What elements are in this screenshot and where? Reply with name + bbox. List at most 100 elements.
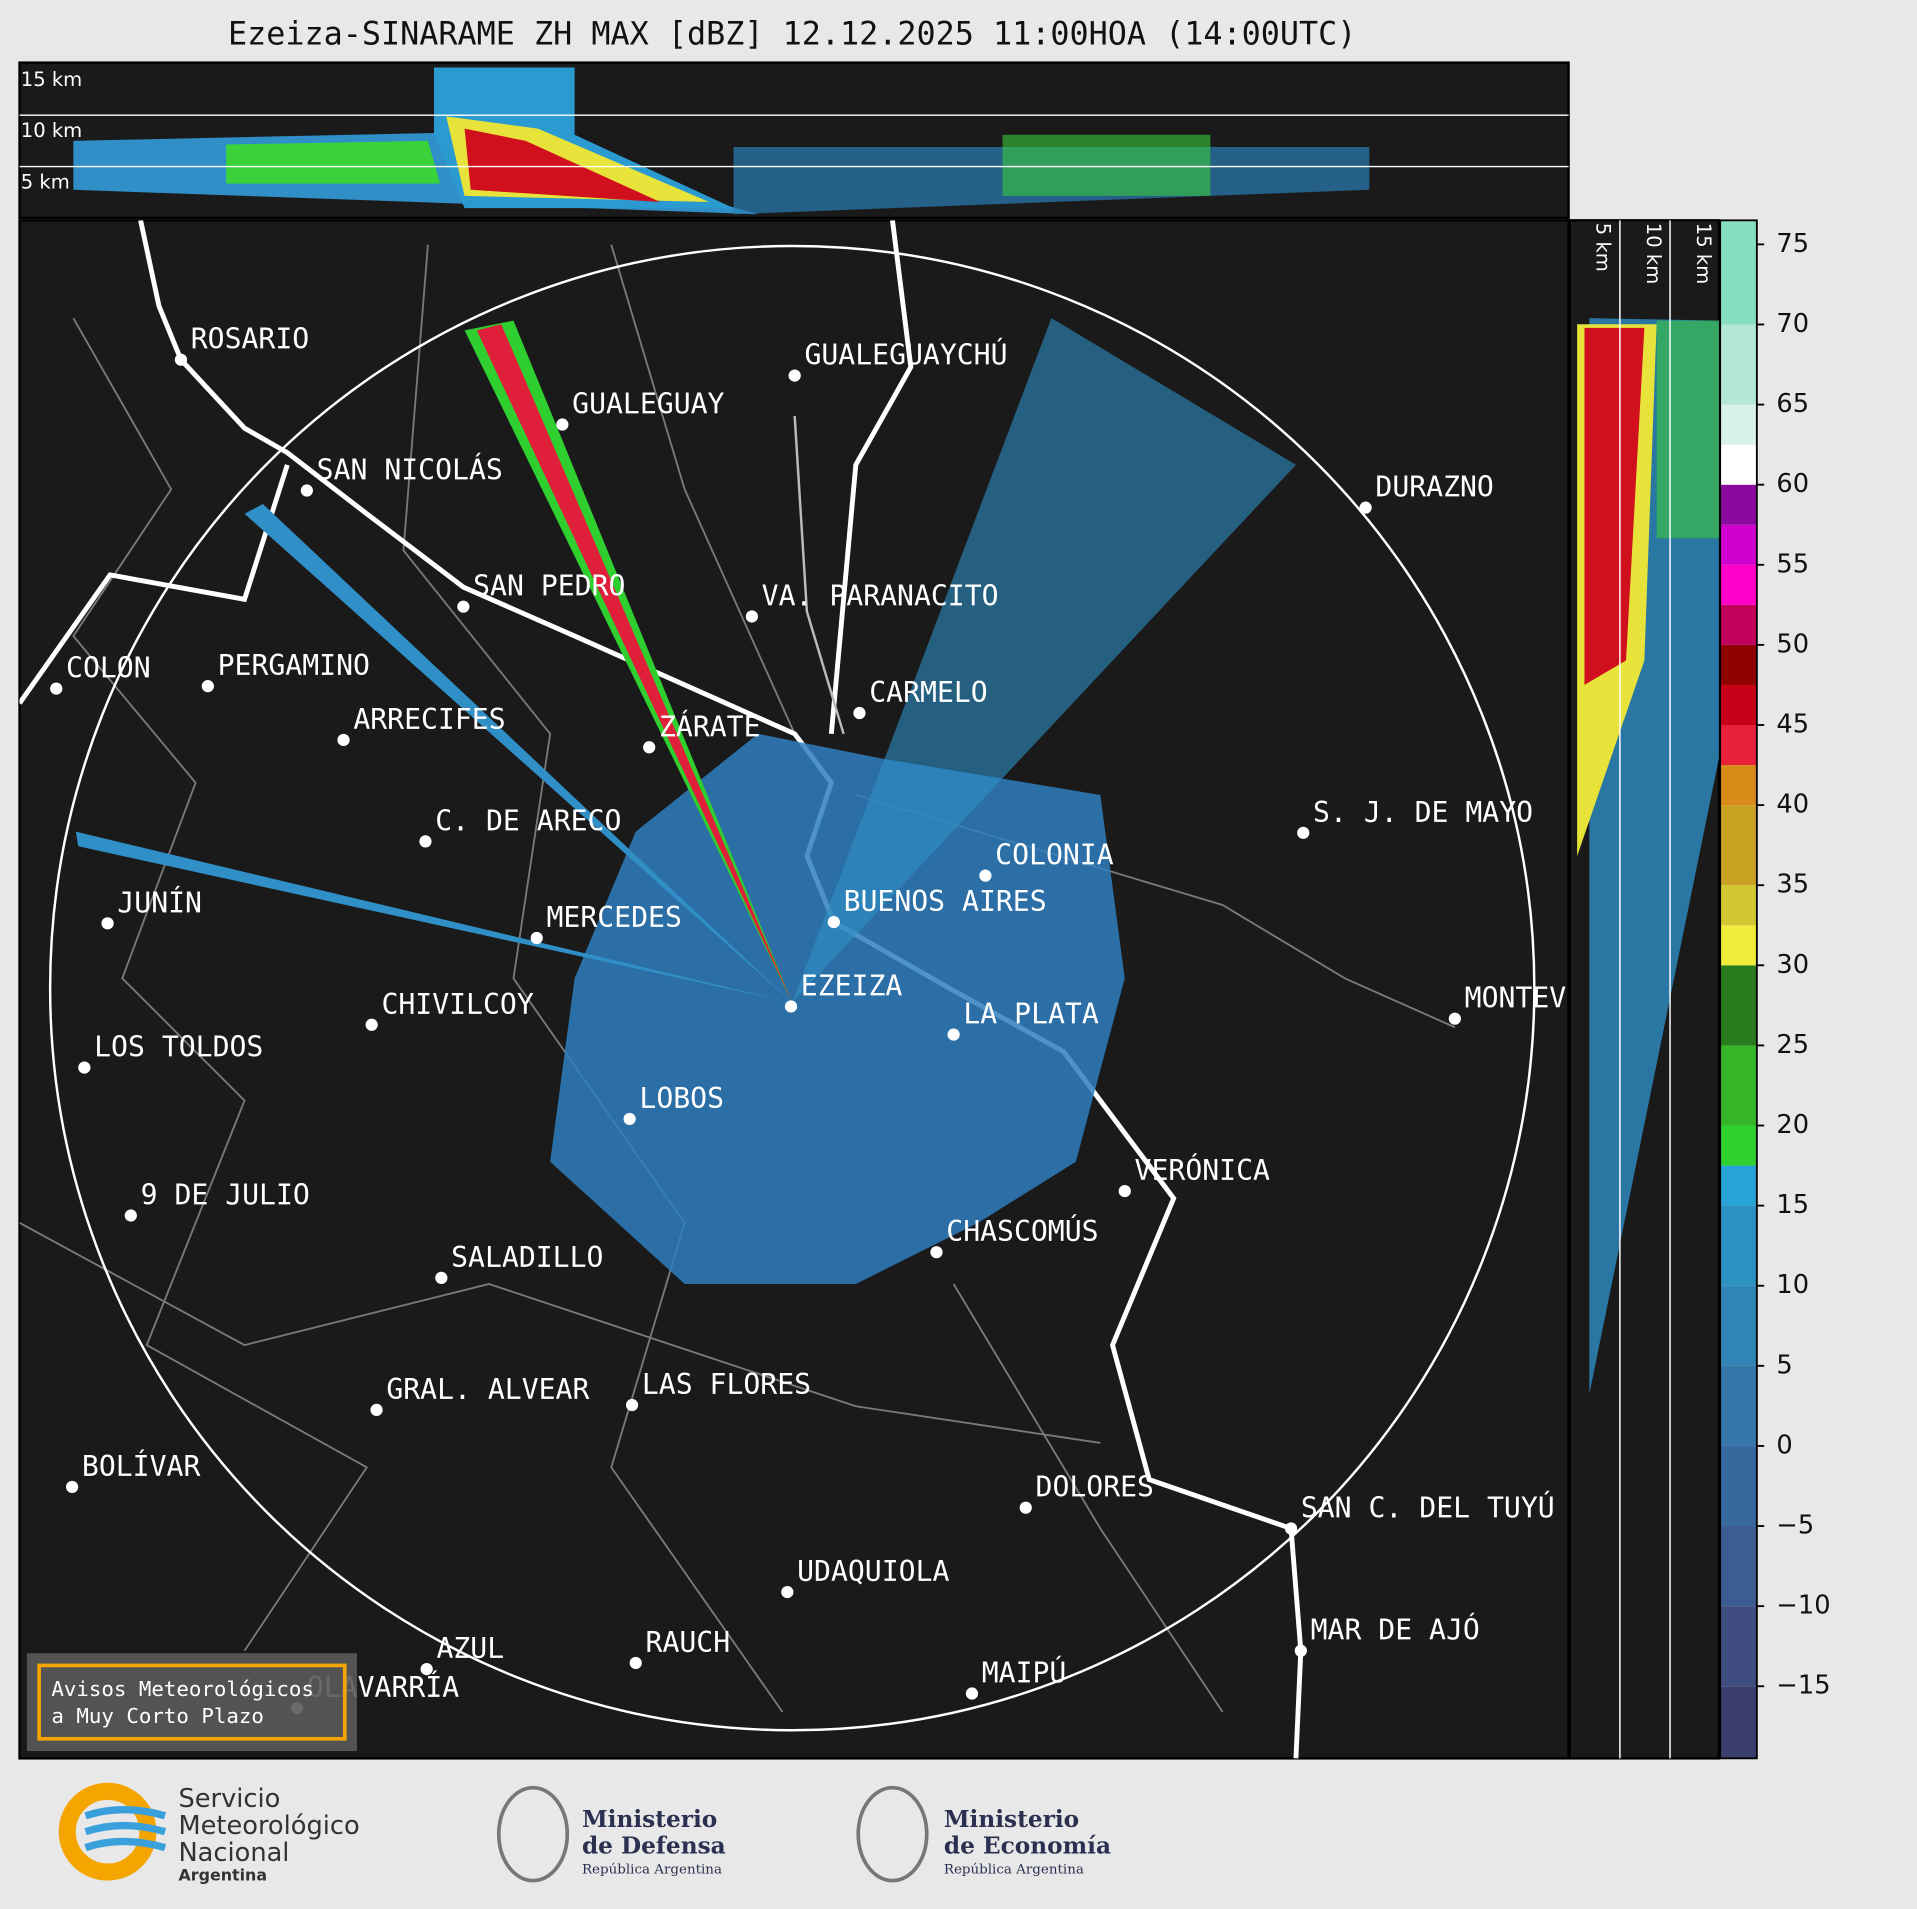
city-dot <box>745 610 758 623</box>
colorbar-band <box>1720 1205 1757 1286</box>
colorbar-band <box>1720 765 1757 806</box>
city-dot <box>623 1112 636 1126</box>
colorbar-band <box>1720 404 1757 445</box>
city-label: DURAZNO <box>1375 471 1493 504</box>
city-dot <box>337 733 350 747</box>
height-label: 5 km <box>21 171 70 194</box>
colorbar-band <box>1720 1125 1757 1166</box>
height-label: 10 km <box>21 119 82 142</box>
city-label: LOS TOLDOS <box>94 1031 263 1064</box>
city-label: VA. PARANACITO <box>762 579 999 612</box>
colorbar-band <box>1720 925 1757 966</box>
city-label: SAN C. DEL TUYÚ <box>1301 1490 1555 1524</box>
colorbar-band <box>1720 524 1757 565</box>
city-dot <box>420 1662 433 1676</box>
city-dot <box>174 353 188 366</box>
city-label: 9 DE JULIO <box>141 1179 310 1212</box>
colorbar-band <box>1720 564 1757 605</box>
colorbar-tick-label: 15 <box>1776 1190 1809 1220</box>
top-echoes <box>73 67 1370 215</box>
city-label: EZEIZA <box>801 969 903 1002</box>
city-label: CHIVILCOY <box>381 988 533 1021</box>
city-label: MAIPÚ <box>982 1656 1067 1690</box>
city-dot <box>1284 1522 1298 1535</box>
colorbar-tick-label: −5 <box>1776 1511 1814 1541</box>
city-label: SALADILLO <box>451 1241 603 1274</box>
colorbar-band <box>1720 220 1757 325</box>
city-dot <box>419 835 432 848</box>
city-label: MAR DE AJÓ <box>1311 1613 1480 1647</box>
city-dot <box>101 917 114 930</box>
range-ring <box>48 244 1536 1732</box>
colorbar-tick-label: −10 <box>1776 1591 1830 1621</box>
city-dot <box>78 1061 91 1074</box>
colorbar-frame <box>1719 219 1758 1760</box>
height-label: 15 km <box>1692 223 1715 284</box>
city-label: VERÓNICA <box>1135 1153 1270 1187</box>
colorbar-band <box>1720 604 1757 645</box>
city-label: BUENOS AIRES <box>844 885 1047 918</box>
city-dot <box>781 1585 794 1599</box>
city-dot <box>1448 1012 1461 1025</box>
title: Ezeiza-SINARAME ZH MAX [dBZ] 12.12.2025 … <box>228 16 1356 52</box>
city-dot <box>370 1403 383 1417</box>
footer-text: Argentina <box>178 1866 267 1885</box>
city-label: COLON <box>66 652 151 685</box>
colorbar-band <box>1720 1686 1757 1759</box>
city-label: SAN NICOLÁS <box>317 453 503 487</box>
city-label: SAN PEDRO <box>473 570 625 603</box>
city-dot <box>930 1246 943 1259</box>
city-dot <box>124 1209 137 1222</box>
city-dot <box>66 1480 79 1494</box>
colorbar-tick-label: 40 <box>1776 790 1809 820</box>
city-dot <box>788 369 801 382</box>
city-label: UDAQUIOLA <box>797 1555 949 1588</box>
footer-text: Ministerio <box>582 1806 717 1833</box>
city-dot <box>50 682 63 695</box>
height-label: 15 km <box>21 68 82 91</box>
city-label: MONTEV <box>1465 982 1567 1015</box>
colorbar-tick-label: 45 <box>1776 709 1809 739</box>
city-label: MERCEDES <box>546 901 681 934</box>
shield <box>496 1785 570 1883</box>
footer-text: de Defensa <box>582 1833 726 1860</box>
city-dot <box>457 600 470 613</box>
height-label: 10 km <box>1642 223 1665 284</box>
colorbar-tick-label: 55 <box>1776 549 1809 579</box>
city-label: CARMELO <box>869 676 987 709</box>
city-label: COLONIA <box>995 839 1114 872</box>
colorbar-tick-label: 30 <box>1776 950 1809 980</box>
colorbar-band <box>1720 644 1757 685</box>
colorbar-band <box>1720 684 1757 725</box>
footer: Servicio Meteorológico Nacional Argentin… <box>58 1782 1111 1885</box>
colorbar-band <box>1720 805 1757 886</box>
colorbar-tick-label: 25 <box>1776 1030 1809 1060</box>
colorbar-tick-label: 65 <box>1776 389 1809 419</box>
colorbar-band <box>1720 1365 1757 1446</box>
city-dot <box>853 706 866 720</box>
city-label: ZÁRATE <box>659 709 761 743</box>
city-label: C. DE ARECO <box>435 804 621 837</box>
smn-logo <box>58 1782 157 1881</box>
colorbar-band <box>1720 324 1757 405</box>
warning-text: a Muy Corto Plazo <box>51 1704 264 1728</box>
colorbar-band <box>1720 1285 1757 1366</box>
city-dot <box>556 418 569 431</box>
city-dot <box>1359 501 1372 514</box>
colorbar-tick-label: 0 <box>1776 1430 1792 1460</box>
colorbar-tick-label: 10 <box>1776 1270 1809 1300</box>
city-label: PERGAMINO <box>218 649 370 682</box>
footer-text: Servicio <box>178 1784 280 1814</box>
city-dot <box>201 680 214 693</box>
city-label: GUALEGUAYCHÚ <box>804 338 1007 372</box>
city-layer: ROSARIO GUALEGUAYCHÚ GUALEGUAY SAN NICOLÁS D… <box>50 323 1566 1715</box>
city-label: GUALEGUAY <box>572 388 724 421</box>
city-dot <box>300 484 313 497</box>
city-dot <box>1019 1501 1032 1514</box>
city-label: RAUCH <box>646 1626 731 1659</box>
city-label: DOLORES <box>1036 1471 1154 1504</box>
side-echoes <box>1577 318 1719 1395</box>
colorbar-tick-label: 70 <box>1776 309 1809 339</box>
